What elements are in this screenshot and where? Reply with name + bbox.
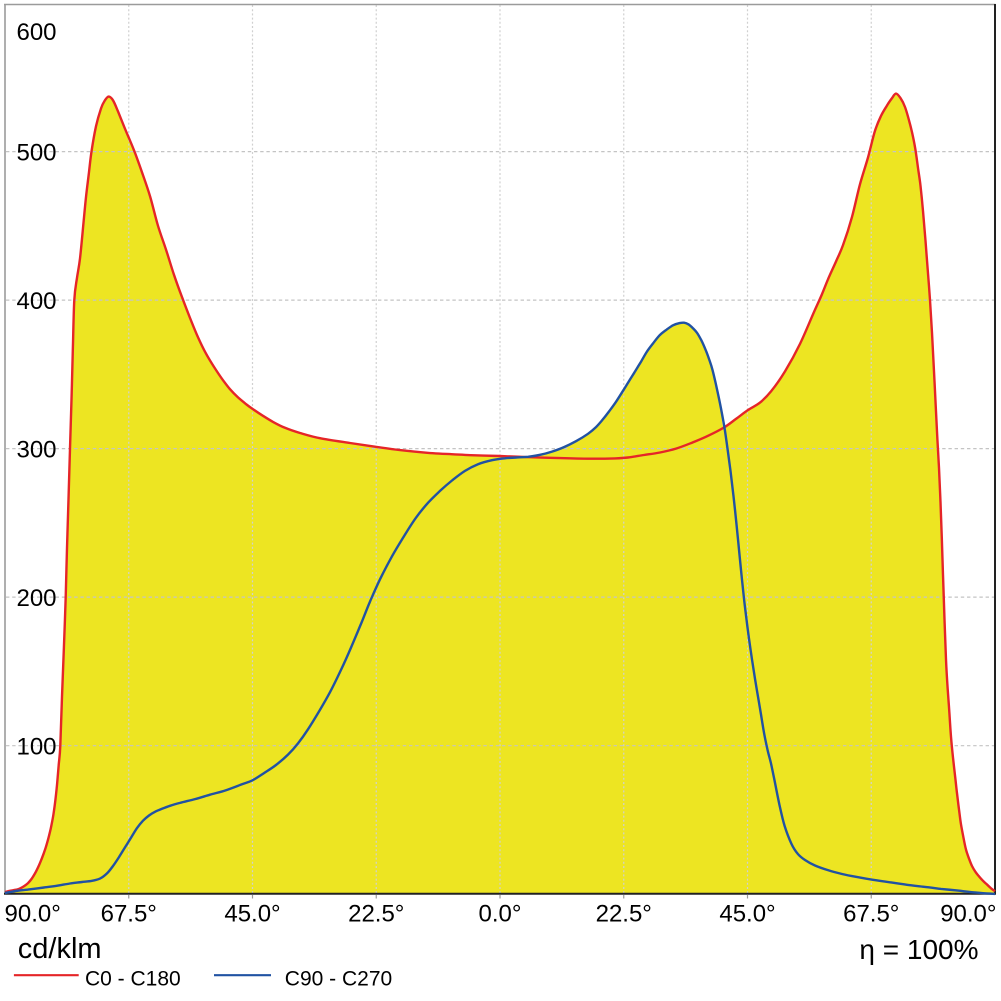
svg-text:45.0°: 45.0° — [719, 901, 775, 928]
svg-text:22.5°: 22.5° — [596, 901, 652, 928]
svg-text:67.5°: 67.5° — [101, 901, 157, 928]
svg-text:90.0°: 90.0° — [940, 901, 996, 928]
svg-text:22.5°: 22.5° — [348, 901, 404, 928]
svg-text:400: 400 — [16, 288, 56, 315]
svg-text:C0 - C180: C0 - C180 — [85, 968, 181, 991]
svg-text:300: 300 — [16, 436, 56, 463]
svg-text:100: 100 — [16, 733, 56, 760]
svg-text:500: 500 — [16, 139, 56, 166]
svg-text:η = 100%: η = 100% — [859, 934, 978, 965]
svg-text:cd/klm: cd/klm — [18, 933, 102, 965]
svg-text:C90 - C270: C90 - C270 — [285, 968, 392, 991]
svg-text:600: 600 — [16, 19, 56, 46]
svg-text:90.0°: 90.0° — [5, 901, 61, 928]
svg-text:67.5°: 67.5° — [843, 901, 899, 928]
svg-text:45.0°: 45.0° — [224, 901, 280, 928]
svg-text:0.0°: 0.0° — [479, 901, 522, 928]
svg-text:200: 200 — [16, 585, 56, 612]
